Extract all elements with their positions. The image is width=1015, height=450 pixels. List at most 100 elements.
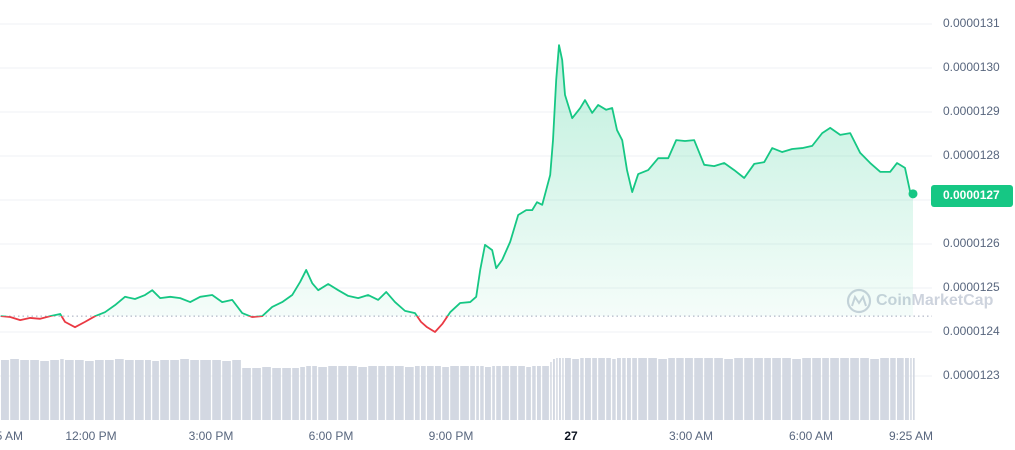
volume-bar <box>754 358 763 420</box>
volume-bar <box>75 360 84 420</box>
volume-bar <box>772 358 781 420</box>
volume-bar <box>222 361 231 420</box>
volume-bar <box>792 359 801 420</box>
volume-bar <box>386 366 394 420</box>
volume-bar <box>510 366 517 420</box>
x-tick-label: 6:00 PM <box>309 429 354 443</box>
volume-bar <box>480 366 484 420</box>
volume-bar <box>262 367 271 420</box>
volume-bar <box>622 358 626 420</box>
volume-bar <box>685 358 693 420</box>
volume-bar <box>764 358 771 420</box>
x-tick-label: 27 <box>564 429 578 443</box>
volume-bar <box>470 366 475 420</box>
volume-bar <box>572 359 579 420</box>
volume-bar <box>822 358 829 420</box>
series <box>0 44 918 333</box>
volume-bar <box>115 359 124 420</box>
x-tick-label: 12:00 PM <box>65 429 116 443</box>
volume-bar <box>744 358 753 420</box>
volume-bar <box>910 358 912 420</box>
volume-bar <box>442 367 449 420</box>
volume-bar <box>550 362 552 420</box>
volume-bar <box>485 367 491 420</box>
volume-bar <box>840 358 849 420</box>
x-tick-label: 9:00 PM <box>429 429 474 443</box>
volume-bar <box>518 366 525 420</box>
grid <box>0 23 932 377</box>
volume-bar <box>627 358 631 420</box>
volume-bar <box>502 366 509 420</box>
volume-bar <box>338 366 347 420</box>
volume-bar <box>658 359 667 420</box>
axes: 0.0000123 0.0000124 0.0000125 0.0000126 0.00… <box>0 16 1013 443</box>
volume-bar <box>565 358 571 420</box>
volume-bar <box>30 360 39 420</box>
y-tick-label: 0.0000129 <box>943 104 1000 118</box>
volume-bar <box>358 367 367 420</box>
volume-bar <box>559 358 561 420</box>
volume-bar <box>421 366 426 420</box>
volume-bar <box>492 366 495 420</box>
volume-bar <box>830 358 839 420</box>
volume-bar <box>905 358 909 420</box>
volume-bar <box>40 361 49 420</box>
volume-bar <box>860 358 869 420</box>
volume-bar <box>606 358 611 420</box>
volume-bar <box>526 367 531 420</box>
volume-bar <box>328 366 337 420</box>
volume-bar <box>160 360 169 420</box>
volume-bar <box>880 358 889 420</box>
volume-bar <box>318 367 327 420</box>
volume-bar <box>913 358 915 420</box>
volume-bar <box>95 360 104 420</box>
volume-bar <box>850 358 859 420</box>
y-tick-label: 0.0000123 <box>943 368 1000 382</box>
x-tick-label: 9:25 AM <box>889 429 933 443</box>
volume-bar <box>170 360 179 420</box>
volume-bar <box>368 366 377 420</box>
volume-bar <box>105 360 114 420</box>
volume-bar <box>598 358 605 420</box>
x-tick-label: 9:45 AM <box>0 429 23 443</box>
volume-bar <box>125 360 134 420</box>
volume-bar <box>537 366 541 420</box>
volume-bar <box>580 358 584 420</box>
price-tag-box <box>931 185 1013 207</box>
y-tick-label: 0.0000130 <box>943 60 1000 74</box>
volume-bar <box>617 358 621 420</box>
volume-bar <box>553 359 555 420</box>
volume-bar <box>242 368 251 420</box>
volume-bar <box>232 360 241 420</box>
volume-bar <box>145 360 151 420</box>
volume-bar <box>312 366 317 420</box>
volume-bar <box>542 366 549 420</box>
volume-bar <box>415 366 420 420</box>
volume-bar <box>812 358 821 420</box>
volume-bar <box>180 359 189 420</box>
volume-bar <box>252 368 261 420</box>
volume-bar <box>782 358 791 420</box>
volume-bar <box>348 366 357 420</box>
volume-bar <box>714 358 723 420</box>
volume-bar <box>585 358 591 420</box>
x-tick-label: 6:00 AM <box>789 429 833 443</box>
volume-bar <box>152 361 159 420</box>
price-tag-label: 0.0000127 <box>943 188 1000 202</box>
volume-bar <box>638 358 647 420</box>
volume-bar <box>85 361 94 420</box>
x-tick-label: 3:00 PM <box>189 429 234 443</box>
volume-bar <box>676 358 684 420</box>
volume-bar <box>532 366 536 420</box>
price-line-up <box>0 44 914 317</box>
volume-bar <box>632 358 637 420</box>
volume-bar <box>135 360 144 420</box>
volume-bar <box>1 360 9 420</box>
volume-bar <box>272 368 281 420</box>
volume-bar <box>460 366 469 420</box>
volume-bar <box>20 360 29 420</box>
volume-bar <box>212 360 221 420</box>
y-tick-label: 0.0000125 <box>943 280 1000 294</box>
x-tick-label: 3:00 AM <box>669 429 713 443</box>
